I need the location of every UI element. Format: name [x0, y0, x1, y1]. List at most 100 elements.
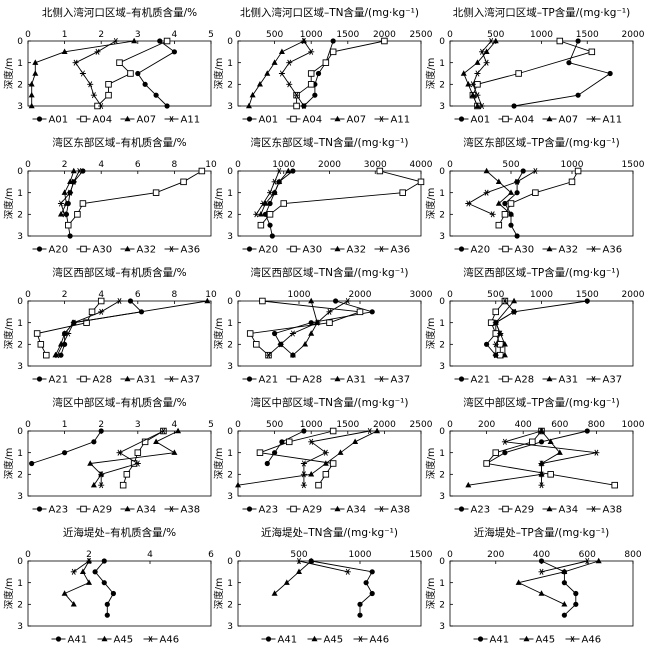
data-point-A21	[584, 298, 590, 304]
legend-label-A29: A29	[93, 505, 113, 516]
series-line-A46	[541, 560, 588, 573]
series-line-A41	[311, 560, 373, 616]
x-tick-label: 10	[205, 290, 217, 300]
data-point-A46	[296, 557, 302, 565]
y-tick-label: 3	[227, 102, 233, 112]
y-tick-label: 2	[227, 211, 233, 221]
legend-label-A21: A21	[49, 375, 69, 386]
data-point-A23	[29, 460, 35, 467]
legend-marker-A07	[124, 115, 131, 122]
x-tick-label: 1	[62, 30, 68, 40]
data-point-A36	[76, 167, 83, 175]
data-point-A34	[87, 460, 94, 466]
chart-panel-13: 近海堤处–有机质含量/% 0 2 4 6 0 1 2 3 深度/m A41 A45 A46	[3, 526, 214, 646]
data-point-A36	[67, 189, 74, 196]
data-point-A21	[369, 309, 375, 315]
data-point-A23	[272, 450, 278, 456]
data-point-A07	[28, 102, 35, 109]
chart-panel-10: 湾区中部区域–有机质含量/% 0 1 2 3 4 5 0 1 2 3 深度/m A23 A29 A34 A38	[3, 396, 214, 516]
data-point-A45	[308, 557, 315, 564]
x-tick-label: 400	[533, 550, 550, 560]
data-point-A45	[79, 568, 86, 575]
legend-label-A29: A29	[303, 505, 323, 516]
data-point-A30	[574, 167, 582, 175]
data-point-A30	[568, 178, 576, 186]
data-point-A28	[33, 330, 41, 337]
data-point-A34	[352, 438, 359, 445]
x-tick-label: 400	[515, 420, 532, 430]
x-tick-label: 4	[98, 160, 104, 170]
chart-title: 北侧入湾河口区域–TP含量/(mg·kg⁻¹)	[453, 6, 630, 19]
legend-marker-A07	[334, 115, 341, 122]
x-tick-label: 500	[266, 420, 283, 430]
legend-marker-A07	[546, 115, 553, 122]
data-point-A11	[479, 102, 486, 110]
data-point-A29	[119, 481, 127, 489]
legend-label-A45: A45	[536, 635, 556, 646]
y-tick-label: 3	[439, 622, 445, 632]
data-point-A20	[508, 222, 514, 228]
data-point-A20	[267, 222, 273, 228]
data-point-A29	[285, 438, 293, 446]
series-line-A23	[31, 430, 102, 464]
data-point-A32	[57, 211, 64, 217]
data-point-A01	[511, 103, 517, 109]
legend-label-A21: A21	[471, 375, 491, 386]
legend-label-A46: A46	[370, 635, 390, 646]
data-point-A32	[63, 200, 70, 206]
data-point-A04	[381, 37, 388, 45]
data-point-A36	[260, 200, 267, 207]
data-point-A36	[489, 211, 496, 218]
data-point-A29	[329, 460, 337, 467]
data-point-A36	[61, 211, 68, 218]
legend-marker-A30	[80, 245, 87, 253]
data-point-A29	[322, 471, 330, 478]
legend-label-A31: A31	[137, 375, 157, 386]
y-tick-label: 3	[17, 362, 23, 372]
plot-area	[237, 40, 422, 107]
data-point-A36	[514, 178, 521, 185]
data-point-A34	[235, 481, 241, 488]
data-point-A01	[312, 92, 318, 98]
legend-label-A04: A04	[93, 115, 113, 126]
y-tick-label: 2	[227, 601, 233, 611]
y-tick-label: 0	[17, 557, 23, 567]
x-tick-label: 4	[147, 550, 153, 560]
data-point-A34	[465, 481, 472, 488]
x-tick-label: 500	[290, 550, 307, 560]
data-point-A37	[344, 297, 351, 305]
legend-marker-A41	[477, 636, 484, 642]
legend-label-A45: A45	[324, 635, 344, 646]
legend-label-A34: A34	[137, 505, 157, 516]
data-point-A37	[65, 330, 72, 337]
data-point-A20	[262, 211, 269, 217]
legend-label-A38: A38	[391, 505, 411, 516]
legend-marker-A04	[290, 115, 297, 123]
legend-label-A32: A32	[559, 245, 579, 256]
legend-marker-A46	[569, 635, 576, 643]
y-tick-label: 3	[227, 622, 233, 632]
chart-title: 湾区东部区域–TP含量/(mg·kg⁻¹)	[463, 136, 619, 149]
data-point-A01	[164, 103, 170, 109]
data-point-A37	[326, 308, 333, 315]
data-point-A36	[70, 178, 77, 185]
series-line-A46	[298, 560, 348, 573]
legend-marker-A28	[502, 375, 509, 383]
x-tick-label: 0	[25, 290, 31, 300]
series-line-A21	[60, 300, 143, 356]
data-point-A11	[112, 37, 119, 45]
data-point-A23	[91, 439, 97, 445]
data-point-A32	[508, 189, 514, 195]
data-point-A37	[314, 319, 321, 326]
plot-area	[237, 560, 422, 627]
y-tick-label: 1	[439, 59, 445, 69]
y-tick-label: 2	[439, 81, 445, 91]
data-point-A21	[333, 298, 339, 304]
x-tick-label: 3	[135, 30, 141, 40]
data-point-A29	[123, 471, 131, 478]
chart-panel-12: 湾区中部区域–TP含量/(mg·kg⁻¹) 0 200 400 600 800 1000 0 1…	[425, 396, 645, 516]
x-tick-label: 1000	[349, 550, 372, 560]
chart-panel-1: 北侧入湾河口区域–有机质含量/% 0 1 2 3 4 5 0 1 2 3 深度/m A01 A04 A07 A…	[3, 6, 214, 126]
data-point-A01	[171, 49, 177, 55]
data-point-A46	[584, 557, 591, 565]
